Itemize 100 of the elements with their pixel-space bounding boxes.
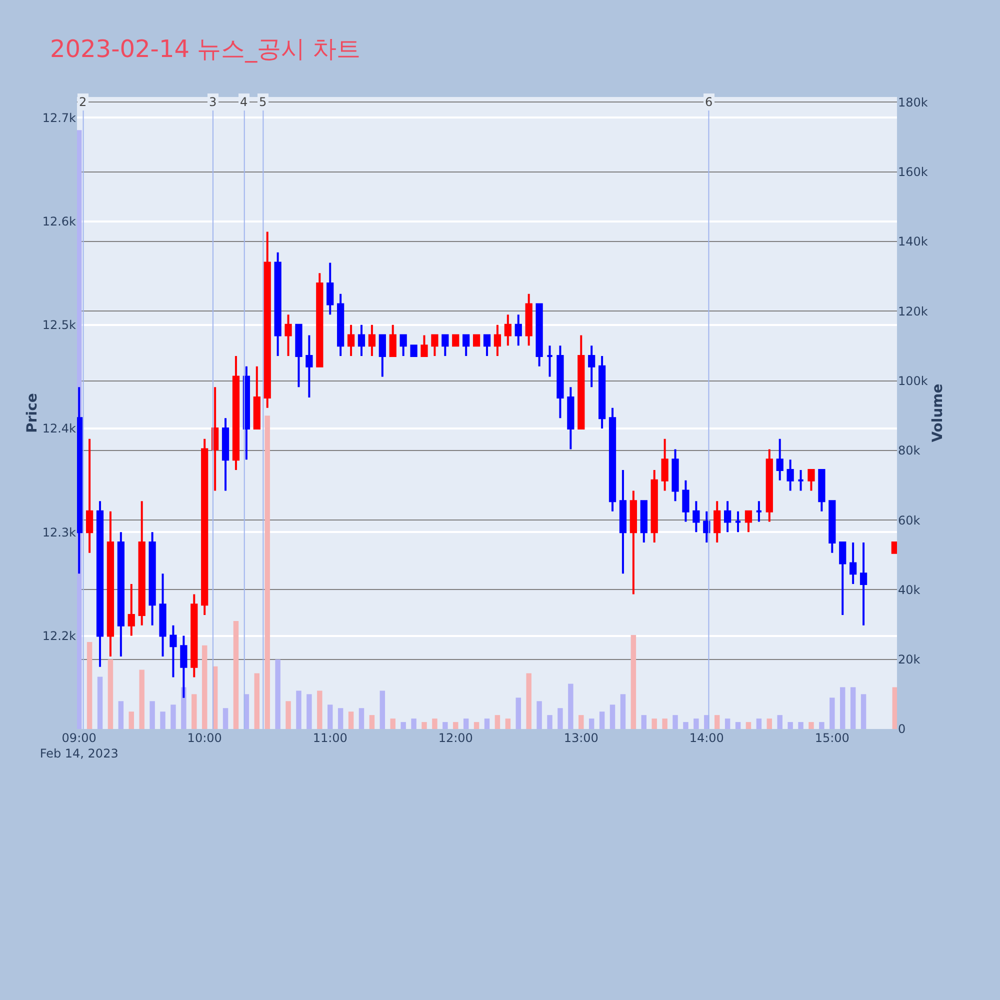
- y2-tick-label: 40k: [898, 582, 920, 597]
- bar: [568, 684, 574, 729]
- candlestick: [850, 542, 857, 585]
- x-tick-label: 09:00 Feb 14, 2023: [40, 731, 118, 761]
- candlestick: [776, 438, 784, 482]
- y2-tick-label: 180k: [898, 95, 928, 110]
- bar: [526, 673, 532, 729]
- candlestick: [630, 490, 637, 596]
- candlestick: [839, 542, 846, 616]
- bar: [610, 704, 616, 729]
- candlestick: [253, 365, 260, 430]
- bar: [463, 718, 469, 729]
- candlestick: [378, 334, 386, 378]
- bar: [662, 718, 668, 729]
- bar: [505, 718, 511, 729]
- bar: [348, 712, 354, 729]
- candlestick: [347, 324, 355, 358]
- candlestick: [818, 468, 826, 512]
- bar: [683, 722, 688, 729]
- y-tick-label: 12.3k: [42, 525, 76, 540]
- bar: [474, 722, 480, 729]
- x-tick-label: 13:00: [564, 731, 598, 745]
- ref-line-label: 3: [209, 95, 217, 109]
- x-tick-label: 10:00: [187, 731, 222, 745]
- bar: [86, 642, 92, 729]
- bar: [453, 722, 458, 729]
- candlestick: [786, 458, 794, 492]
- bar: [714, 715, 720, 729]
- x-tick-label: 11:00: [312, 731, 348, 745]
- y-tick-label: 12.4k: [42, 422, 76, 436]
- bar: [860, 694, 866, 729]
- bar: [599, 712, 605, 729]
- candlestick: [442, 334, 449, 358]
- bar: [620, 694, 626, 729]
- candlestick: [410, 344, 418, 358]
- candlestick: [232, 355, 240, 471]
- candlestick: [306, 334, 313, 398]
- candlestick: [692, 500, 700, 534]
- candlestick: [400, 334, 407, 358]
- y-tick-label: 12.5k: [42, 318, 76, 332]
- x-tick-label: 14:00: [689, 731, 724, 745]
- y2-axis-title: Volume: [930, 384, 946, 442]
- candlestick: [452, 334, 460, 347]
- bar: [630, 634, 636, 729]
- bar: [139, 670, 144, 729]
- y2-tick-label: 80k: [898, 444, 920, 458]
- ref-line-label: 5: [259, 95, 267, 109]
- x-tick-label: 12:00: [438, 731, 473, 745]
- bar: [328, 704, 333, 729]
- bar: [254, 673, 260, 729]
- candlestick: [159, 572, 166, 658]
- y-axis-title: Price: [24, 393, 40, 433]
- y2-tick-label: 20k: [898, 652, 920, 667]
- bar: [672, 715, 678, 729]
- candlestick: [546, 344, 554, 378]
- candlestick: [170, 624, 177, 678]
- candlestick: [337, 292, 344, 358]
- bar: [578, 715, 584, 729]
- candlestick: [368, 324, 376, 358]
- bar: [422, 722, 427, 729]
- bar: [840, 687, 846, 729]
- candlestick: [640, 500, 648, 544]
- bar: [808, 722, 814, 729]
- bar: [118, 701, 124, 729]
- bar: [160, 712, 166, 729]
- bar: [400, 722, 406, 729]
- candlestick: [483, 334, 491, 358]
- candlestick: [755, 500, 762, 523]
- candlestick: [316, 272, 324, 368]
- candlestick: [536, 303, 543, 368]
- bar: [108, 659, 114, 729]
- candlestick: [525, 292, 532, 347]
- candlestick: [714, 500, 721, 544]
- bar: [296, 690, 302, 729]
- bar: [192, 694, 197, 729]
- bar: [222, 708, 228, 729]
- candlestick: [494, 324, 502, 358]
- bar: [202, 645, 208, 729]
- candlestick: [190, 593, 198, 678]
- candlestick: [389, 324, 396, 358]
- candlestick: [148, 531, 156, 626]
- candlestick: [608, 406, 616, 512]
- y-tick-label: 12.7k: [42, 110, 76, 125]
- bar: [97, 676, 103, 729]
- y2-tick-label: 60k: [898, 513, 920, 528]
- bar: [516, 698, 521, 729]
- bar: [694, 718, 699, 729]
- bar: [170, 704, 176, 729]
- candlestick: [619, 468, 627, 575]
- bar: [830, 698, 835, 729]
- bar: [756, 718, 762, 729]
- bar: [306, 694, 312, 729]
- bar: [275, 659, 280, 729]
- chart-title: 2023-02-14 뉴스_공시 차트: [50, 34, 361, 63]
- candlestick: [284, 314, 292, 358]
- candlestick: [860, 542, 868, 626]
- y-tick-label: 12.6k: [42, 214, 76, 229]
- y2-tick-label: 100k: [898, 374, 928, 388]
- candlestick: [598, 355, 606, 430]
- bar: [369, 715, 375, 729]
